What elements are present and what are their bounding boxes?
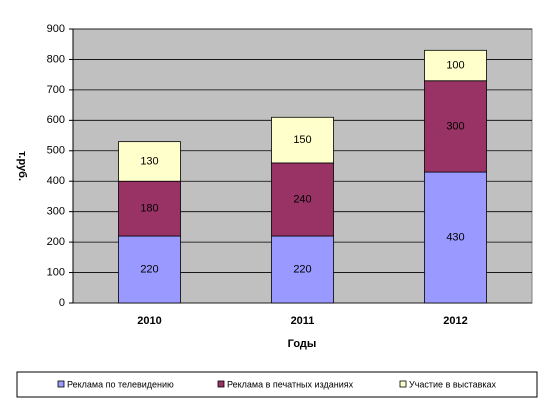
y-axis-title: т.руб. (16, 151, 28, 181)
legend-swatch (57, 380, 65, 388)
y-tick-label: 300 (47, 206, 65, 218)
data-label: 100 (446, 59, 464, 71)
y-tick-label: 700 (47, 84, 65, 96)
data-label: 430 (446, 231, 464, 243)
y-tick-label: 600 (47, 114, 65, 126)
legend-label: Реклама по телевидению (67, 379, 174, 389)
legend-swatch (217, 380, 225, 388)
x-tick-label: 2011 (291, 315, 315, 327)
y-tick-label: 900 (47, 23, 65, 35)
y-tick-label: 400 (47, 175, 65, 187)
y-tick-label: 200 (47, 236, 65, 248)
x-tick-label: 2010 (137, 315, 161, 327)
bar-segment (271, 116, 334, 164)
data-label: 220 (140, 263, 158, 275)
y-tick-label: 0 (59, 297, 65, 309)
data-label: 240 (293, 193, 311, 205)
data-label: 300 (446, 120, 464, 132)
legend (16, 371, 538, 398)
data-label: 130 (140, 155, 158, 167)
x-axis-title: Годы (288, 338, 317, 350)
x-tick-label: 2012 (443, 315, 467, 327)
legend-label: Участие в выставках (409, 379, 497, 389)
y-tick-label: 500 (47, 145, 65, 157)
bar-segment (424, 80, 487, 173)
legend-swatch (399, 380, 407, 388)
bar-segment (424, 171, 487, 304)
bar-segment (271, 235, 334, 304)
bar-segment (271, 162, 334, 237)
y-tick-label: 800 (47, 53, 65, 65)
legend-label: Реклама в печатных изданиях (227, 379, 354, 389)
data-label: 220 (293, 263, 311, 275)
y-tick-label: 100 (47, 266, 65, 278)
data-label: 180 (140, 203, 158, 215)
bar-segment (424, 49, 487, 82)
bar-segment (118, 141, 181, 182)
data-label: 150 (293, 134, 311, 146)
